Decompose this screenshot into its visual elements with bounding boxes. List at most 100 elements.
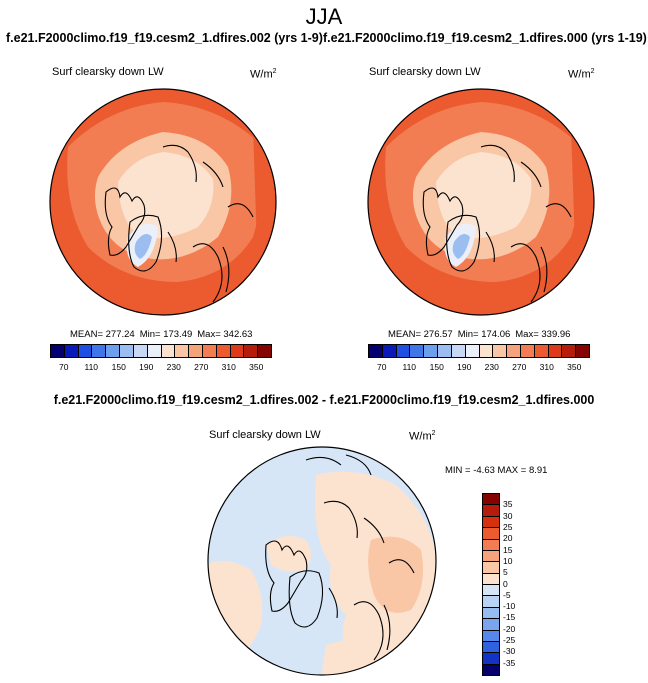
diff-panel-title: Surf clearsky down LW bbox=[209, 429, 321, 441]
colorbar-right-labels: 70 110 150 190 230 270 310 350 bbox=[368, 362, 588, 374]
polar-map-diff bbox=[207, 446, 437, 676]
colorbar-right-label: 70 bbox=[377, 362, 387, 372]
panel-left-units: W/m2 bbox=[250, 68, 277, 81]
colorbar-diff-label: -20 bbox=[503, 623, 516, 634]
colorbar-right-box-11 bbox=[520, 345, 535, 357]
colorbar-right-box-7 bbox=[465, 345, 480, 357]
colorbar-diff-box-7 bbox=[483, 573, 499, 585]
colorbar-left-box-10 bbox=[189, 345, 203, 357]
season-title: JJA bbox=[305, 4, 343, 29]
colorbar-diff-labels: 35 30 25 20 15 10 5 0 -5 -10 -15 -20 -25 -30 -35 bbox=[503, 493, 533, 674]
colorbar-diff-box-10 bbox=[483, 607, 499, 620]
colorbar-left-box-3 bbox=[92, 345, 107, 357]
colorbar-diff-label: 20 bbox=[503, 533, 513, 544]
colorbar-left-box-13 bbox=[230, 345, 245, 357]
colorbar-diff-box-14 bbox=[483, 653, 499, 665]
panel-right-units: W/m2 bbox=[568, 68, 595, 81]
colorbar-left-labels: 70 110 150 190 230 270 310 350 bbox=[50, 362, 270, 374]
colorbar-right-label: 190 bbox=[457, 362, 472, 372]
colorbar-diff-box-15 bbox=[483, 664, 499, 675]
colorbar-diff-box-11 bbox=[483, 619, 499, 631]
colorbar-right-box-2 bbox=[396, 345, 411, 357]
colorbar-diff-box-5 bbox=[483, 550, 499, 563]
colorbar-diff-label: 30 bbox=[503, 510, 513, 521]
panel-right-title: Surf clearsky down LW bbox=[369, 66, 481, 78]
colorbar-right-label: 110 bbox=[402, 362, 417, 372]
colorbar-left-box-1 bbox=[64, 345, 79, 357]
colorbar-left-box-7 bbox=[147, 345, 162, 357]
colorbar-right-box-13 bbox=[548, 345, 563, 357]
polar-map-left bbox=[49, 88, 277, 316]
colorbar-right bbox=[368, 344, 590, 358]
colorbar-diff-label: 25 bbox=[503, 521, 513, 532]
colorbar-right-box-3 bbox=[410, 345, 425, 357]
colorbar-diff-box-9 bbox=[483, 596, 499, 608]
panel-left-title: Surf clearsky down LW bbox=[52, 66, 164, 78]
colorbar-left-box-8 bbox=[161, 345, 176, 357]
colorbar-left-box-6 bbox=[133, 345, 148, 357]
colorbar-diff-box-1 bbox=[483, 505, 499, 517]
colorbar-left bbox=[50, 344, 272, 358]
colorbar-diff-box-8 bbox=[483, 585, 499, 597]
colorbar-left-box-5 bbox=[120, 345, 134, 357]
colorbar-left-box-11 bbox=[202, 345, 217, 357]
case-name-right: f.e21.F2000climo.f19_f19.cesm2_1.dfires.… bbox=[323, 31, 647, 45]
colorbar-diff-box-0 bbox=[483, 494, 499, 506]
colorbar-left-label: 150 bbox=[111, 362, 126, 372]
colorbar-left-box-12 bbox=[216, 345, 231, 357]
colorbar-right-box-6 bbox=[451, 345, 466, 357]
colorbar-diff-box-12 bbox=[483, 630, 499, 642]
diff-stats: MIN = -4.63 MAX = 8.91 bbox=[445, 465, 548, 476]
colorbar-right-box-15 bbox=[576, 345, 589, 357]
colorbar-left-box-2 bbox=[78, 345, 93, 357]
case-name-left: f.e21.F2000climo.f19_f19.cesm2_1.dfires.… bbox=[6, 31, 323, 45]
colorbar-diff-box-3 bbox=[483, 528, 499, 540]
polar-map-right bbox=[367, 88, 595, 316]
colorbar-left-box-0 bbox=[51, 345, 65, 357]
colorbar-left-box-14 bbox=[244, 345, 259, 357]
colorbar-left-box-9 bbox=[175, 345, 190, 357]
colorbar-left-box-15 bbox=[258, 345, 271, 357]
colorbar-right-label: 230 bbox=[484, 362, 499, 372]
colorbar-left-label: 190 bbox=[139, 362, 154, 372]
colorbar-right-label: 350 bbox=[567, 362, 582, 372]
colorbar-diff-label: 15 bbox=[503, 544, 513, 555]
colorbar-left-label: 110 bbox=[84, 362, 99, 372]
colorbar-right-box-8 bbox=[479, 345, 494, 357]
colorbar-right-box-10 bbox=[507, 345, 521, 357]
colorbar-right-label: 310 bbox=[539, 362, 554, 372]
colorbar-diff-label: -15 bbox=[503, 612, 516, 623]
diff-panel-units: W/m2 bbox=[409, 430, 436, 443]
colorbar-right-label: 150 bbox=[429, 362, 444, 372]
colorbar-right-box-1 bbox=[382, 345, 397, 357]
colorbar-right-label: 270 bbox=[512, 362, 527, 372]
colorbar-diff-label: 5 bbox=[503, 567, 508, 578]
colorbar-diff-box-13 bbox=[483, 641, 499, 654]
colorbar-diff-box-4 bbox=[483, 539, 499, 551]
colorbar-left-label: 350 bbox=[249, 362, 264, 372]
colorbar-right-box-12 bbox=[534, 345, 549, 357]
colorbar-right-box-5 bbox=[438, 345, 452, 357]
colorbar-left-label: 310 bbox=[221, 362, 236, 372]
colorbar-diff-label: -30 bbox=[503, 646, 516, 657]
colorbar-diff bbox=[482, 493, 500, 676]
panel-right-stats: MEAN= 276.57 Min= 174.06 Max= 339.96 bbox=[388, 329, 571, 340]
colorbar-diff-label: -25 bbox=[503, 635, 516, 646]
colorbar-diff-label: -35 bbox=[503, 657, 516, 668]
colorbar-left-label: 270 bbox=[194, 362, 209, 372]
colorbar-diff-label: -5 bbox=[503, 589, 511, 600]
colorbar-right-box-0 bbox=[369, 345, 383, 357]
colorbar-left-label: 70 bbox=[59, 362, 69, 372]
colorbar-left-box-4 bbox=[106, 345, 121, 357]
panel-left-stats: MEAN= 277.24 Min= 173.49 Max= 342.63 bbox=[70, 329, 253, 340]
colorbar-diff-box-6 bbox=[483, 562, 499, 574]
colorbar-diff-label: 0 bbox=[503, 578, 508, 589]
colorbar-diff-label: 35 bbox=[503, 499, 513, 510]
difference-title: f.e21.F2000climo.f19_f19.cesm2_1.dfires.… bbox=[53, 393, 595, 407]
colorbar-left-label: 230 bbox=[166, 362, 181, 372]
colorbar-right-box-4 bbox=[424, 345, 439, 357]
colorbar-right-box-14 bbox=[562, 345, 577, 357]
colorbar-diff-box-2 bbox=[483, 516, 499, 529]
colorbar-diff-label: -10 bbox=[503, 601, 516, 612]
colorbar-diff-label: 10 bbox=[503, 555, 513, 566]
